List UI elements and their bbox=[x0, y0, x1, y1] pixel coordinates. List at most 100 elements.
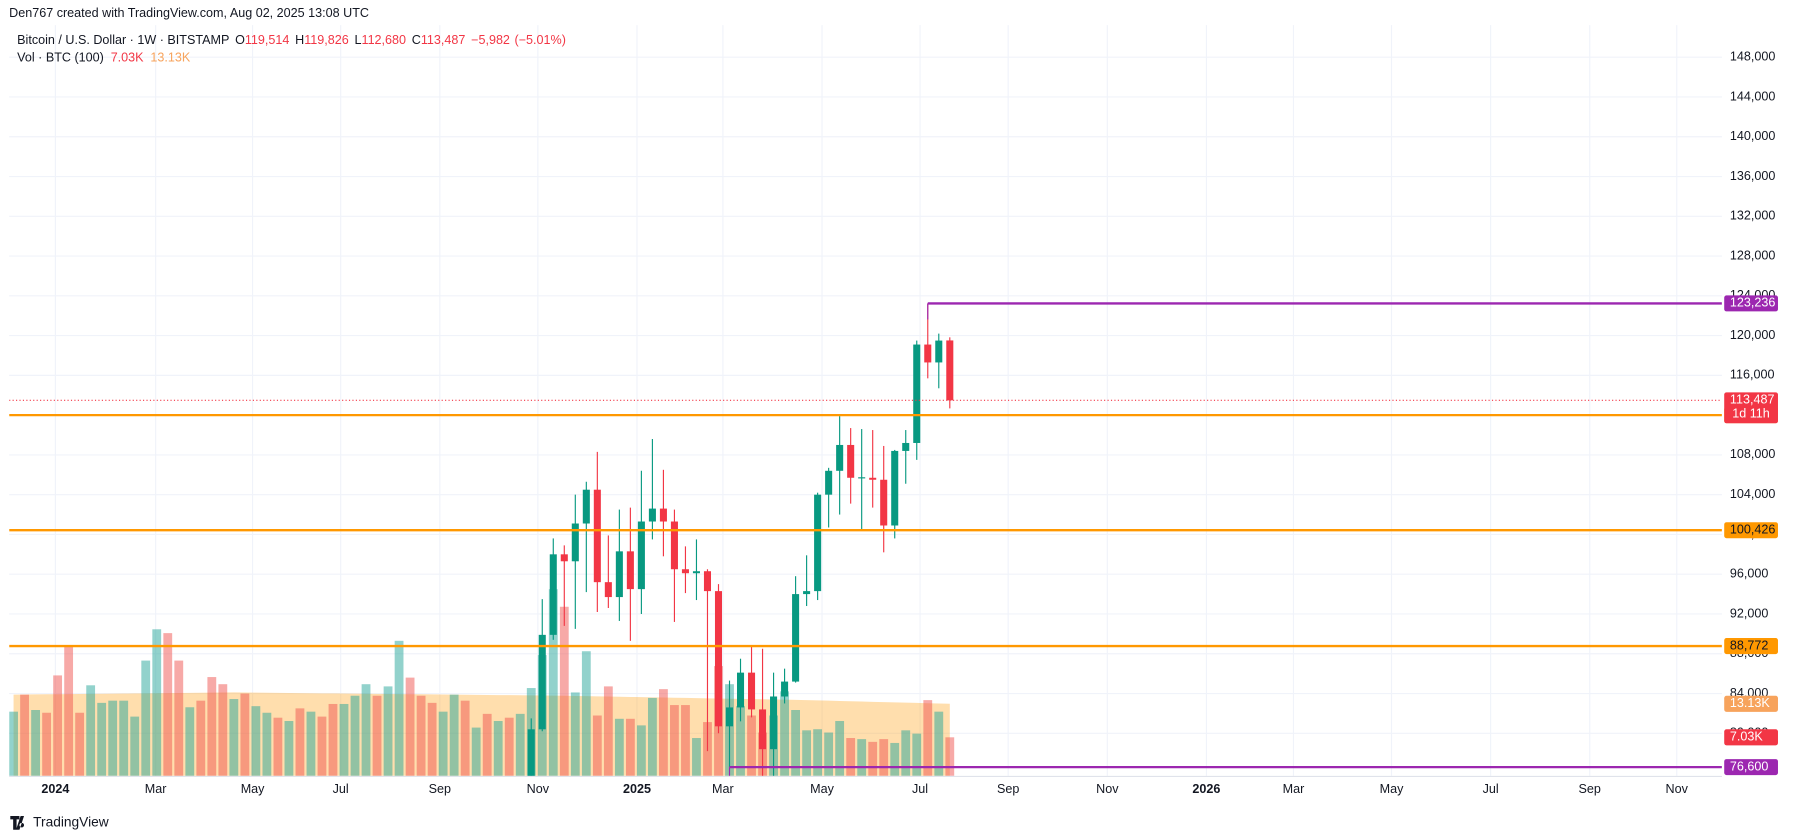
volume-bar bbox=[945, 737, 955, 776]
candle-body bbox=[792, 594, 800, 682]
legend-key: H bbox=[295, 34, 304, 48]
y-tick-label: 116,000 bbox=[1730, 368, 1775, 382]
volume-bar bbox=[449, 694, 459, 776]
candle-body bbox=[582, 489, 590, 524]
volume-label: 7.03K bbox=[1730, 730, 1763, 744]
volume-bar bbox=[923, 700, 933, 776]
volume-bar bbox=[427, 702, 437, 776]
candle-body bbox=[549, 554, 557, 635]
volume-ma-value: 13.13K bbox=[150, 51, 190, 65]
volume-bar bbox=[141, 660, 151, 776]
volume-bar bbox=[868, 741, 878, 776]
candle-body bbox=[714, 591, 723, 727]
volume-bar bbox=[647, 697, 657, 776]
volume-bar bbox=[306, 711, 316, 776]
x-tick-label: 2024 bbox=[41, 782, 69, 796]
level-box bbox=[1724, 759, 1778, 776]
volume-bar bbox=[9, 711, 18, 776]
volume-bar bbox=[835, 720, 845, 776]
volume-bar bbox=[493, 720, 503, 776]
volume-box bbox=[1724, 729, 1778, 746]
credit: Den767 created with TradingView.com, Aug… bbox=[9, 6, 369, 20]
candle-body bbox=[858, 477, 866, 479]
legend-value: 112,680 bbox=[362, 34, 407, 48]
volume-bar bbox=[97, 702, 107, 776]
countdown: 1d 11h bbox=[1732, 406, 1770, 420]
candle-body bbox=[781, 681, 789, 697]
volume-bar bbox=[251, 706, 261, 776]
volume-bar bbox=[262, 712, 272, 776]
candle-body bbox=[670, 521, 678, 570]
y-tick-label: 96,000 bbox=[1730, 567, 1768, 581]
volume-bar bbox=[20, 694, 29, 776]
volume-bar bbox=[438, 711, 448, 776]
volume-bar bbox=[152, 629, 162, 776]
candle-body bbox=[681, 569, 689, 574]
y-tick-label: 128,000 bbox=[1730, 248, 1775, 262]
x-tick-label: Nov bbox=[1666, 782, 1689, 796]
legend-key: L bbox=[355, 34, 362, 48]
candle-body bbox=[913, 344, 921, 443]
volume-bar bbox=[504, 717, 514, 776]
candle-body bbox=[924, 344, 932, 363]
level-label: 100,426 bbox=[1730, 523, 1775, 537]
volume-bar bbox=[196, 700, 206, 776]
level-label: 76,600 bbox=[1730, 759, 1768, 773]
y-tick-label: 148,000 bbox=[1730, 50, 1775, 64]
volume-bar bbox=[240, 693, 250, 776]
volume-bar bbox=[890, 742, 900, 776]
candle-body bbox=[825, 470, 833, 495]
x-tick-label: 2025 bbox=[623, 782, 651, 796]
legend-value: 113,487 bbox=[421, 34, 466, 48]
y-tick-label: 108,000 bbox=[1730, 447, 1775, 461]
x-tick-label: Jul bbox=[912, 782, 928, 796]
x-tick-label: Sep bbox=[997, 782, 1019, 796]
level-box bbox=[1724, 522, 1778, 539]
volume-bar bbox=[802, 730, 812, 776]
candle-body bbox=[571, 523, 579, 562]
volume-bar bbox=[405, 677, 415, 776]
x-tick-label: May bbox=[241, 782, 265, 796]
volume-bar bbox=[174, 660, 184, 776]
volume-bar bbox=[548, 589, 558, 776]
volume-bar bbox=[592, 715, 602, 776]
candle-body bbox=[648, 508, 656, 522]
volume-bar bbox=[603, 686, 613, 776]
volume-bar bbox=[119, 700, 129, 776]
legend-value: 119,514 bbox=[245, 34, 290, 48]
volume-bar bbox=[692, 738, 701, 776]
volume-bar bbox=[471, 727, 481, 776]
volume-bar bbox=[515, 713, 525, 776]
candle-body bbox=[626, 551, 634, 590]
volume-bar bbox=[460, 700, 470, 776]
candle-body bbox=[593, 489, 601, 583]
candle-body bbox=[637, 521, 645, 590]
x-tick-label: Mar bbox=[712, 782, 734, 796]
volume-bar bbox=[185, 707, 195, 776]
candle-body bbox=[615, 551, 623, 598]
volume-ma-label: 13.13K bbox=[1730, 696, 1770, 710]
legend-value: 119,826 bbox=[304, 34, 349, 48]
volume-bar bbox=[339, 703, 349, 776]
volume-bar bbox=[31, 710, 40, 776]
candle-body bbox=[748, 672, 756, 710]
plot-area bbox=[9, 302, 1722, 776]
legend-change: −5,982 bbox=[471, 34, 510, 48]
candle-body bbox=[847, 444, 855, 478]
volume-bar bbox=[636, 725, 646, 776]
x-tick-label: May bbox=[1380, 782, 1404, 796]
volume-bar bbox=[361, 684, 371, 776]
volume-bar bbox=[317, 716, 327, 776]
volume-bar bbox=[736, 706, 745, 776]
volume-bar bbox=[813, 729, 823, 776]
volume-bar bbox=[350, 695, 360, 776]
candle-body bbox=[659, 508, 667, 522]
legend-ohlc: Bitcoin / U.S. Dollar · 1W · BITSTAMP O11… bbox=[17, 34, 566, 48]
axes: 2024 Mar May Jul Sep Nov 2025 Mar May Jul Sep Nov 20… bbox=[41, 50, 1778, 796]
symbol: Bitcoin / U.S. Dollar · 1W · BITSTAMP bbox=[17, 34, 229, 48]
x-tick-label: 2026 bbox=[1192, 782, 1220, 796]
candle-body bbox=[770, 696, 778, 750]
candle-body bbox=[538, 634, 546, 730]
